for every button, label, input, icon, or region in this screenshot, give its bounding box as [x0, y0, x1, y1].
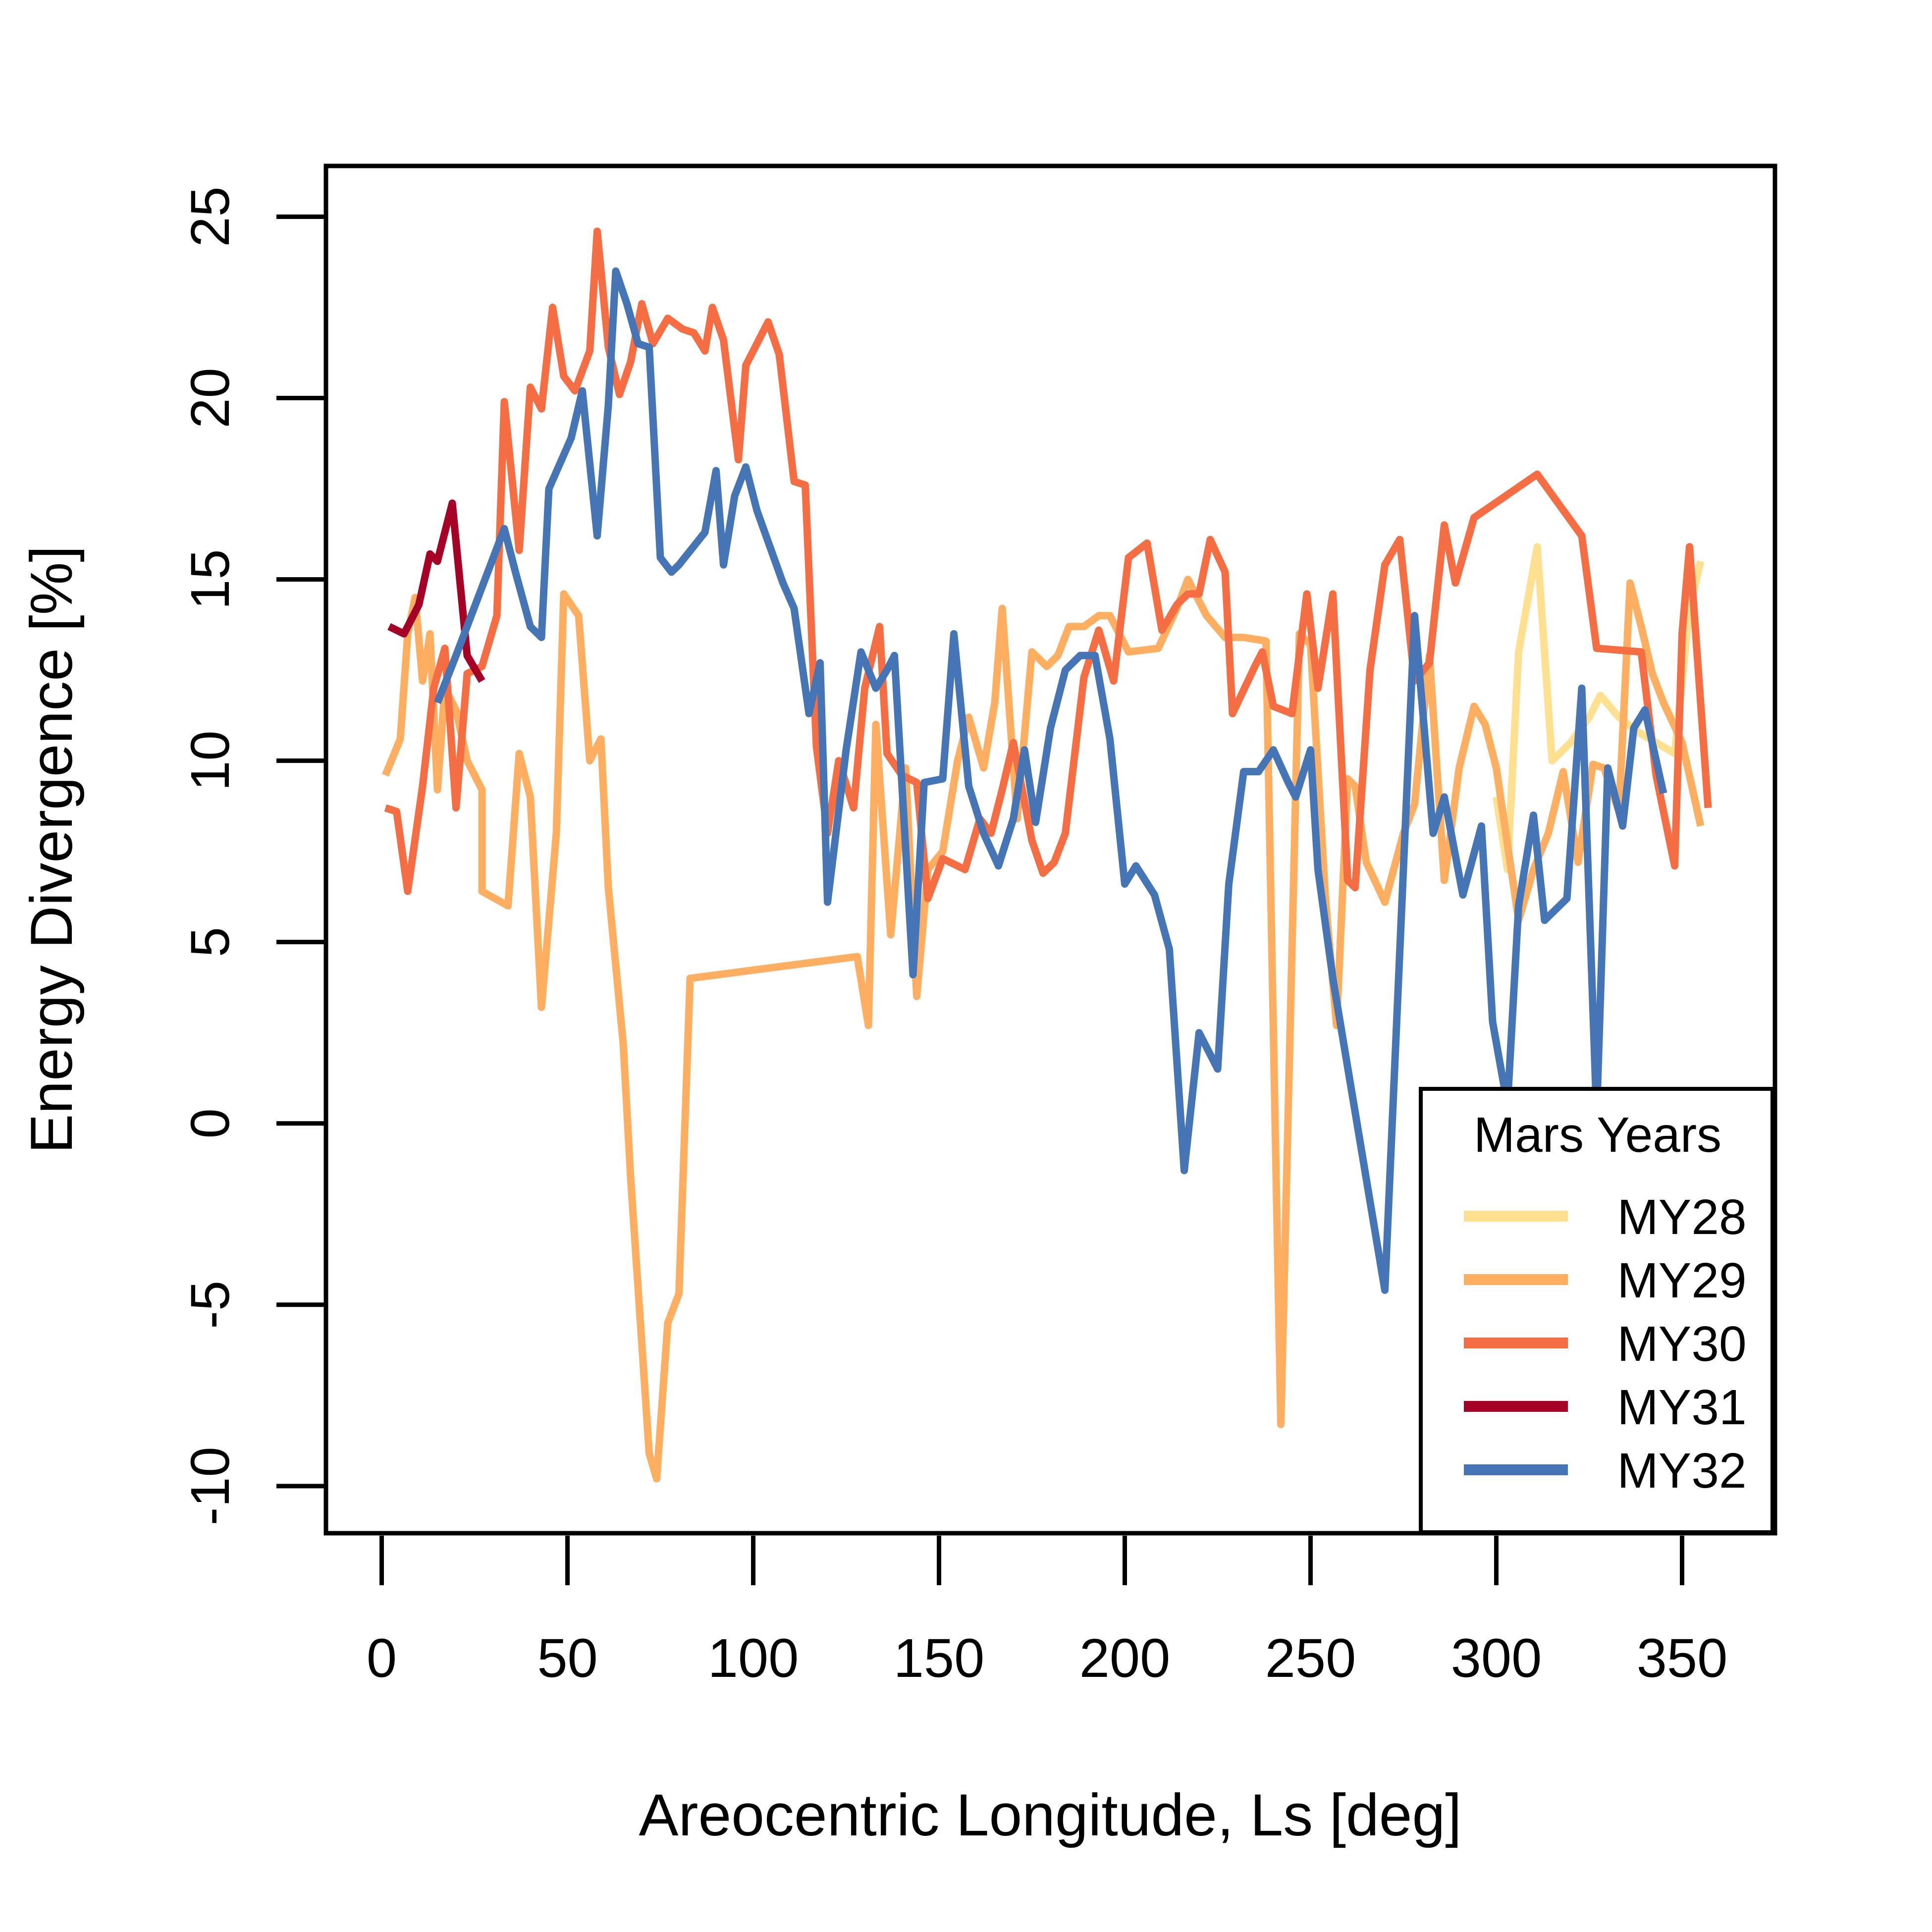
legend-box — [1419, 1087, 1774, 1534]
y-axis-title: Energy Divergence [%] — [18, 545, 85, 1153]
series-line-my32 — [434, 267, 1667, 1294]
legend-items: MY28 MY29 MY30 MY31 MY32 — [1464, 1189, 1747, 1499]
series-line-my30 — [384, 227, 1712, 903]
legend-label-my30: MY30 — [1617, 1316, 1746, 1372]
x-axis: 0 50 100 150 200 250 300 350 — [367, 1531, 1728, 1689]
legend-label-my29: MY29 — [1617, 1253, 1746, 1308]
x-tick-label: 0 — [367, 1628, 397, 1689]
series-line-my29 — [382, 576, 1705, 1483]
series-layer — [382, 227, 1712, 1483]
y-tick-label: 15 — [180, 549, 241, 609]
y-tick-label: -5 — [180, 1281, 241, 1329]
series-line-my28 — [1493, 543, 1705, 873]
y-tick-label: 0 — [180, 1108, 241, 1138]
y-axis: -10 -5 0 5 10 15 20 25 — [180, 186, 328, 1525]
x-tick-label: 200 — [1079, 1628, 1171, 1689]
y-tick-label: -10 — [180, 1447, 241, 1525]
y-tick-label: 10 — [180, 730, 241, 791]
x-tick-label: 300 — [1451, 1628, 1542, 1689]
legend-label-my28: MY28 — [1617, 1189, 1746, 1245]
x-tick-label: 250 — [1265, 1628, 1356, 1689]
y-tick-label: 25 — [180, 186, 241, 247]
x-tick-label: 100 — [708, 1628, 799, 1689]
x-tick-label: 350 — [1637, 1628, 1728, 1689]
y-tick-label: 20 — [180, 368, 241, 428]
x-axis-title: Areocentric Longitude, Ls [deg] — [639, 1782, 1461, 1848]
legend-title: Mars Years — [1474, 1107, 1721, 1163]
legend-label-my31: MY31 — [1617, 1380, 1746, 1435]
y-tick-label: 5 — [180, 927, 241, 957]
legend: Mars Years MY28 MY29 MY30 MY31 MY32 — [1419, 1087, 1774, 1534]
x-tick-label: 50 — [537, 1628, 597, 1689]
x-tick-label: 150 — [894, 1628, 985, 1689]
legend-label-my32: MY32 — [1617, 1443, 1746, 1499]
